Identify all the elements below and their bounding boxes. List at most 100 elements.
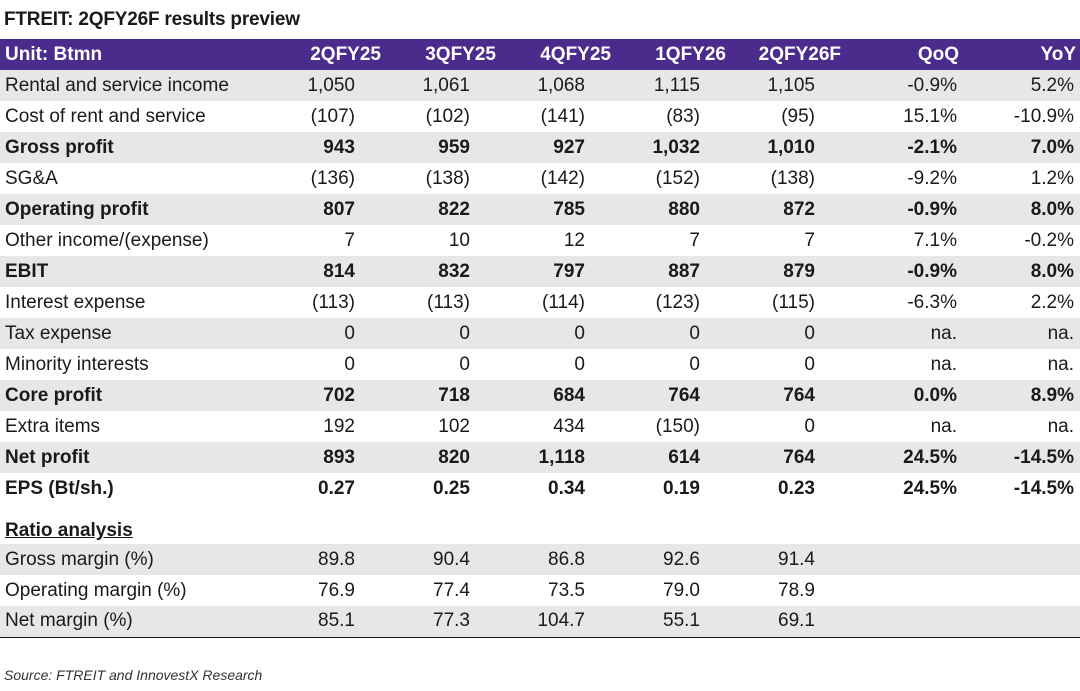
value-cell: 927	[500, 132, 615, 163]
qoq-cell: 24.5%	[845, 442, 963, 473]
value-cell: 69.1	[730, 606, 845, 638]
row-label: SG&A	[5, 167, 58, 189]
value-cell: 78.9	[778, 579, 815, 601]
value-cell: 434	[553, 415, 585, 437]
qoq-cell: -0.9%	[845, 70, 963, 101]
row-label: Core profit	[0, 380, 270, 411]
value-cell: 785	[500, 194, 615, 225]
value-cell: 614	[615, 442, 730, 473]
column-header: YoY	[963, 39, 1080, 70]
source-note: Source: FTREIT and InnovestX Research	[4, 667, 263, 683]
value-cell: 1,115	[615, 70, 730, 101]
value-cell: (152)	[655, 167, 700, 189]
value-cell: 1,118	[500, 442, 615, 473]
value-cell: 0	[459, 353, 470, 375]
yoy-cell: na.	[963, 318, 1080, 349]
value-cell: 77.4	[433, 579, 470, 601]
ratio-section-row: Ratio analysis	[0, 504, 1080, 544]
value-cell: 822	[385, 194, 500, 225]
yoy-cell: na.	[1047, 415, 1074, 437]
header-row: Unit: Btmn 2QFY25 3QFY25 4QFY25 1QFY26 2…	[0, 39, 1080, 70]
qoq-cell: -0.9%	[845, 256, 963, 287]
value-cell: 104.7	[500, 606, 615, 638]
value-cell: 1,050	[270, 70, 385, 101]
value-cell: 820	[385, 442, 500, 473]
value-cell: (136)	[310, 167, 355, 189]
empty-cell	[845, 575, 963, 606]
value-cell: 0	[730, 411, 845, 442]
qoq-cell: -2.1%	[845, 132, 963, 163]
table-row: Rental and service income 1,050 1,061 1,068…	[0, 70, 1080, 101]
value-cell: 85.1	[270, 606, 385, 638]
empty-cell	[845, 544, 963, 575]
value-cell: 7	[689, 229, 700, 251]
value-cell: 764	[730, 380, 845, 411]
value-cell: (150)	[655, 415, 700, 437]
column-header: 3QFY25	[385, 39, 500, 70]
value-cell: 0.27	[318, 477, 355, 499]
value-cell: 0.25	[433, 477, 470, 499]
table-row: Net profit 893 820 1,118 614 764 24.5% -14.5%	[0, 442, 1080, 473]
yoy-cell: 5.2%	[963, 70, 1080, 101]
table-row: SG&A (136) (138) (142) (152) (138) -9.2% 1.2%	[0, 163, 1080, 194]
value-cell: (102)	[425, 105, 470, 127]
value-cell: 832	[385, 256, 500, 287]
value-cell: 0	[385, 318, 500, 349]
table-row: Tax expense 0 0 0 0 0 na. na.	[0, 318, 1080, 349]
value-cell: 0.23	[778, 477, 815, 499]
yoy-cell: na.	[1047, 353, 1074, 375]
table-row: Cost of rent and service (107) (102) (141) (…	[0, 101, 1080, 132]
value-cell: 55.1	[615, 606, 730, 638]
value-cell: 0	[344, 353, 355, 375]
value-cell: (113)	[312, 291, 355, 313]
value-cell: 0	[730, 318, 845, 349]
value-cell: 764	[615, 380, 730, 411]
table-row: Gross profit 943 959 927 1,032 1,010 -2.1% 7.0%	[0, 132, 1080, 163]
qoq-cell: na.	[930, 415, 957, 437]
value-cell: 7	[804, 229, 815, 251]
value-cell: 893	[270, 442, 385, 473]
row-label: Gross margin (%)	[0, 544, 270, 575]
value-cell: 887	[615, 256, 730, 287]
row-label: Gross profit	[0, 132, 270, 163]
results-table: Unit: Btmn 2QFY25 3QFY25 4QFY25 1QFY26 2…	[0, 39, 1080, 638]
table-row: EBIT 814 832 797 887 879 -0.9% 8.0%	[0, 256, 1080, 287]
value-cell: 86.8	[500, 544, 615, 575]
value-cell: 0.34	[548, 477, 585, 499]
value-cell: 76.9	[318, 579, 355, 601]
value-cell: 872	[730, 194, 845, 225]
value-cell: 1,010	[730, 132, 845, 163]
value-cell: (115)	[772, 291, 815, 313]
value-cell: 0	[615, 318, 730, 349]
value-cell: 1,061	[385, 70, 500, 101]
column-header: 4QFY25	[500, 39, 615, 70]
ratio-row: Gross margin (%) 89.8 90.4 86.8 92.6 91.4	[0, 544, 1080, 575]
row-label: EBIT	[0, 256, 270, 287]
qoq-cell: -6.3%	[907, 291, 957, 313]
table-row: Core profit 702 718 684 764 764 0.0% 8.9%	[0, 380, 1080, 411]
ratio-heading: Ratio analysis	[5, 520, 133, 541]
qoq-cell: 24.5%	[903, 477, 957, 499]
value-cell: (123)	[655, 291, 700, 313]
yoy-cell: 2.2%	[1030, 291, 1074, 313]
value-cell: (107)	[310, 105, 355, 127]
empty-cell	[845, 606, 963, 638]
value-cell: (141)	[540, 105, 585, 127]
value-cell: 7	[344, 229, 355, 251]
value-cell: 0	[689, 353, 700, 375]
column-header: QoQ	[845, 39, 963, 70]
value-cell: 814	[270, 256, 385, 287]
empty-cell	[963, 544, 1080, 575]
row-label: Other income/(expense)	[5, 229, 209, 251]
yoy-cell: -10.9%	[1013, 105, 1074, 127]
table-row: Minority interests 0 0 0 0 0 na. na.	[0, 349, 1080, 380]
row-label: Interest expense	[5, 291, 146, 313]
empty-cell	[963, 606, 1080, 638]
value-cell: 879	[730, 256, 845, 287]
table-title: FTREIT: 2QFY26F results preview	[4, 9, 300, 30]
value-cell: 77.3	[385, 606, 500, 638]
row-label: Net margin (%)	[0, 606, 270, 638]
value-cell: (95)	[781, 105, 815, 127]
value-cell: 0	[730, 349, 845, 380]
value-cell: 0.19	[663, 477, 700, 499]
